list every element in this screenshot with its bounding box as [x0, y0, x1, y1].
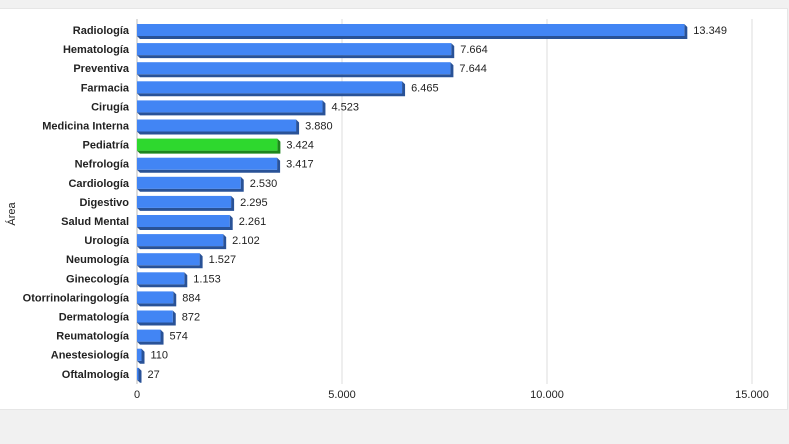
x-tick-label: 10.000 [530, 389, 564, 401]
bar-face [137, 176, 241, 189]
bar-depth [137, 367, 142, 383]
bar-face [137, 43, 452, 56]
value-label: 4.523 [331, 101, 359, 113]
chart-frame: 0 5.000 10.000 15.000 Radiología 13.349 Hemato… [0, 8, 788, 410]
category-label: Ginecología [66, 273, 130, 285]
bar-chart: 0 5.000 10.000 15.000 Radiología 13.349 Hemato… [5, 19, 769, 401]
value-label: 2.261 [239, 216, 267, 228]
category-label: Nefrología [75, 159, 130, 171]
bar [137, 234, 227, 250]
bar-face [137, 119, 297, 132]
bar-face [137, 367, 139, 380]
bar-face [137, 272, 185, 285]
category-label: Radiología [73, 25, 130, 37]
bar [137, 176, 244, 192]
value-label: 110 [151, 350, 169, 362]
bar [137, 348, 145, 364]
category-label: Cirugía [91, 101, 130, 113]
bar [137, 272, 188, 288]
bar [137, 100, 326, 116]
value-label: 2.530 [250, 178, 278, 190]
value-label: 1.153 [193, 273, 221, 285]
bar [137, 291, 177, 307]
category-label: Dermatología [59, 312, 130, 324]
bar [137, 329, 164, 345]
bar-face [137, 234, 224, 247]
category-label: Digestivo [79, 197, 129, 209]
bar-face [137, 81, 403, 94]
bar-face [137, 100, 323, 113]
bar-face [137, 24, 685, 36]
bar [137, 62, 454, 78]
category-label: Preventiva [73, 63, 130, 75]
value-label: 872 [182, 312, 200, 324]
x-tick-label: 5.000 [328, 389, 356, 401]
category-label: Otorrinolaringología [23, 292, 130, 304]
bar [137, 215, 233, 230]
bar [137, 253, 203, 269]
category-label: Pediatría [83, 140, 130, 152]
x-tick-label: 15.000 [735, 389, 769, 401]
bar [137, 119, 300, 135]
bar [137, 157, 281, 173]
value-label: 3.880 [305, 121, 333, 133]
labels: 0 5.000 10.000 15.000 Radiología 13.349 Hemato… [23, 25, 769, 401]
category-label: Cardiología [68, 178, 129, 190]
bar [137, 367, 142, 383]
category-label: Farmacia [81, 82, 130, 94]
bar-face [137, 215, 230, 227]
category-label: Medicina Interna [42, 121, 130, 133]
bar-face [137, 253, 200, 266]
bar-face [137, 138, 278, 151]
bar-face [137, 62, 451, 75]
bar-face [137, 291, 174, 304]
bar-face [137, 348, 142, 361]
value-label: 6.465 [411, 82, 439, 94]
x-tick-label: 0 [134, 389, 140, 401]
value-label: 13.349 [693, 25, 727, 37]
bar-face [137, 157, 278, 170]
y-axis-title: Área [5, 202, 18, 226]
value-label: 2.295 [240, 197, 268, 209]
value-label: 7.644 [459, 63, 487, 75]
category-label: Anestesiología [51, 350, 130, 362]
bar [137, 138, 281, 154]
category-label: Salud Mental [61, 216, 129, 228]
value-label: 3.417 [286, 159, 314, 171]
bar-face [137, 329, 161, 342]
bar [137, 310, 176, 326]
bar [137, 24, 688, 39]
value-label: 884 [182, 292, 200, 304]
value-label: 1.527 [209, 254, 237, 266]
bars [137, 24, 688, 383]
value-label: 27 [148, 369, 160, 381]
category-label: Reumatología [56, 331, 130, 343]
category-label: Oftalmología [62, 369, 130, 381]
bar-face [137, 310, 173, 323]
category-label: Urología [84, 235, 129, 247]
bar [137, 81, 406, 97]
category-label: Neumología [66, 254, 130, 266]
value-label: 2.102 [232, 235, 260, 247]
bar [137, 195, 235, 211]
bar-face [137, 195, 232, 208]
category-label: Hematología [63, 44, 130, 56]
bar [137, 43, 455, 59]
bar-depth [137, 348, 145, 364]
value-label: 574 [170, 331, 188, 343]
value-label: 3.424 [286, 140, 314, 152]
value-label: 7.664 [460, 44, 488, 56]
